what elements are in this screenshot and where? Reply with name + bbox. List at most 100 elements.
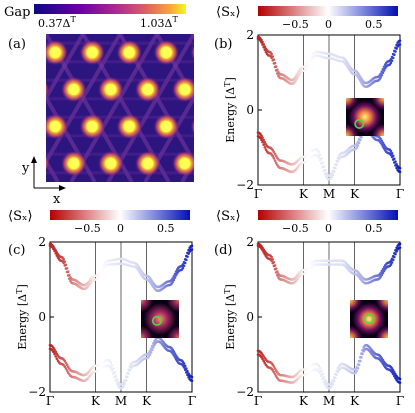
gap-hotspot-core <box>123 47 135 58</box>
band-point <box>318 372 322 375</box>
band-point <box>391 56 395 60</box>
panel-c-xtick-label: Γ <box>46 394 54 408</box>
band-point <box>181 364 185 367</box>
band-point <box>264 50 268 54</box>
band-point <box>321 372 324 376</box>
panel-d-cb-label: ⟨Sₓ⟩ <box>216 209 241 224</box>
y-arrowhead <box>31 156 37 163</box>
inset-spot <box>375 300 388 313</box>
band-point <box>258 39 262 42</box>
gap-colorbar-min-label: 0.37ΔT <box>38 15 76 30</box>
band-point <box>65 369 69 372</box>
band-point <box>152 345 155 349</box>
panel-d-xtick-label: K <box>350 394 360 408</box>
band-point <box>395 250 398 253</box>
band-point <box>173 276 177 279</box>
band-point <box>393 255 396 259</box>
gap-colorbar-max-label: 1.03ΔT <box>140 15 178 30</box>
band-point <box>271 58 275 62</box>
band-point <box>182 264 186 268</box>
band-point <box>394 50 397 53</box>
band-point <box>361 352 364 356</box>
panel-b-label: (b) <box>214 37 232 52</box>
band-point <box>172 350 176 353</box>
band-point <box>99 273 102 276</box>
band-point <box>261 140 264 144</box>
band-point <box>273 267 277 271</box>
band-point <box>348 68 351 72</box>
panel-b-ylabel: Energy [ΔT] <box>223 77 237 143</box>
band-point <box>323 173 327 176</box>
band-point <box>395 47 398 50</box>
band-point <box>53 249 56 253</box>
panel-b-cb-label: ⟨Sₓ⟩ <box>216 5 241 20</box>
panel-c-cb-tick-zero: 0 <box>117 222 124 235</box>
band-point <box>263 141 267 144</box>
band-point <box>271 261 275 265</box>
band-point <box>336 160 340 163</box>
band-point <box>309 59 313 63</box>
gap-hotspot-core <box>49 47 61 58</box>
band-point <box>307 64 310 67</box>
band-point <box>355 146 359 149</box>
band-point <box>109 361 113 364</box>
panel-d-inset <box>350 300 388 338</box>
panel-b-inset <box>346 98 384 136</box>
band-point <box>381 71 385 75</box>
band-point <box>261 248 264 252</box>
gap-hotspot <box>190 43 194 62</box>
band-point <box>128 369 132 372</box>
band-point <box>138 271 142 275</box>
panel-d-xtick-label: Γ <box>396 394 404 408</box>
kagome-line <box>0 34 9 182</box>
band-point <box>380 74 384 77</box>
band-point <box>322 169 326 173</box>
band-point <box>379 76 382 79</box>
band-point <box>273 65 277 69</box>
band-point <box>390 261 394 264</box>
band-point <box>393 161 396 164</box>
band-point <box>65 363 69 367</box>
band-point <box>380 139 384 143</box>
band-point <box>389 149 393 153</box>
panel-b-band-1 <box>256 37 402 89</box>
kagome-line <box>143 93 194 182</box>
band-point <box>62 261 65 265</box>
band-point <box>394 252 397 256</box>
band-point <box>398 381 402 384</box>
gap-title: Gap <box>4 5 30 20</box>
band-point <box>305 66 309 69</box>
band-point <box>317 369 321 373</box>
panel-d-band-3 <box>256 347 402 390</box>
gap-hotspot-core <box>142 158 154 169</box>
band-point <box>389 263 393 266</box>
band-point <box>322 380 326 384</box>
band-point <box>273 152 277 156</box>
band-point <box>264 148 268 151</box>
band-point <box>380 143 384 146</box>
gap-hotspot-core <box>13 121 24 132</box>
band-point <box>187 252 190 256</box>
band-point <box>186 373 189 377</box>
panel-b-ytick-label: 0 <box>246 103 254 117</box>
band-point <box>127 372 130 375</box>
band-point <box>63 264 67 267</box>
axis-arrows: y x <box>21 156 66 207</box>
band-point <box>272 150 276 154</box>
band-point <box>332 170 336 173</box>
inset-spot <box>141 300 154 313</box>
band-point <box>52 350 55 354</box>
gap-hotspot-core <box>160 121 172 132</box>
band-point <box>122 384 125 388</box>
band-point <box>272 365 276 368</box>
panel-b-xtick-label: K <box>299 187 309 201</box>
band-point <box>357 73 361 77</box>
band-point <box>190 375 194 379</box>
panel-a-label: (a) <box>8 37 26 52</box>
band-point <box>345 64 349 68</box>
band-point <box>261 357 264 361</box>
band-point <box>320 369 323 373</box>
band-point <box>296 75 300 79</box>
band-point <box>54 355 57 358</box>
panel-d-ylabel: Energy [ΔT] <box>223 284 237 350</box>
